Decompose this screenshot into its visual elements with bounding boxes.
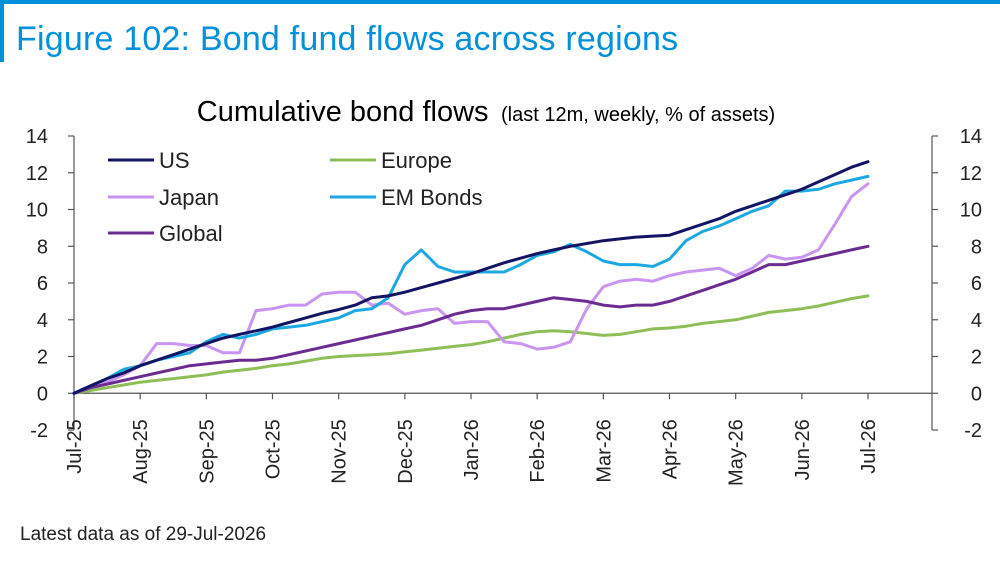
chart-title-main: Cumulative bond flows <box>197 96 489 128</box>
series-line-em-bonds <box>72 174 870 395</box>
figure-title: Figure 102: Bond fund flows across regio… <box>16 20 679 58</box>
x-tick-label: Apr-26 <box>660 419 682 479</box>
y-tick-label-right: 2 <box>971 347 982 369</box>
x-tick-label: May-26 <box>726 419 748 486</box>
y-tick-label-right: 0 <box>971 383 982 405</box>
y-tick-label-right: -2 <box>964 420 982 442</box>
legend-label-us: US <box>159 148 190 173</box>
footnote: Latest data as of 29-Jul-2026 <box>20 524 267 545</box>
series-line-japan <box>72 182 870 395</box>
y-tick-label-left: -2 <box>30 420 48 442</box>
y-tick-label-right: 10 <box>960 200 982 222</box>
chart-subtitle: (last 12m, weekly, % of assets) <box>501 104 775 126</box>
y-tick-label-left: 8 <box>37 236 48 258</box>
series-line-us <box>72 160 870 395</box>
y-tick-label-left: 0 <box>37 383 48 405</box>
legend-label-europe: Europe <box>381 148 452 173</box>
x-tick-label: Jul-26 <box>858 419 880 473</box>
figure-top-rule <box>0 0 1000 4</box>
figure-side-rule <box>0 0 4 62</box>
axes: -2 0 2 4 6 8 10 12 14 -2 0 2 4 6 8 10 12 14 Jul-25 Aug-25 Se… <box>26 126 982 486</box>
legend: US Europe Japan EM Bonds Global <box>108 148 483 246</box>
series-lines <box>72 160 870 395</box>
series-line-europe <box>72 294 870 395</box>
x-tick-label: Dec-25 <box>395 419 417 483</box>
y-tick-label-left: 12 <box>26 163 48 185</box>
chart-title: Cumulative bond flows (last 12m, weekly,… <box>197 96 775 128</box>
y-tick-label-right: 4 <box>971 310 982 332</box>
x-tick-label: Feb-26 <box>527 419 549 482</box>
y-tick-label-left: 2 <box>37 347 48 369</box>
y-tick-label-left: 14 <box>26 126 48 148</box>
x-tick-label: Sep-25 <box>196 419 218 484</box>
x-tick-label: Jun-26 <box>792 419 814 480</box>
y-tick-label-left: 4 <box>37 310 48 332</box>
x-tick-label: Nov-25 <box>329 419 351 483</box>
legend-label-global: Global <box>159 221 223 246</box>
legend-label-japan: Japan <box>159 185 219 210</box>
x-tick-label: Aug-25 <box>130 419 152 484</box>
y-tick-label-right: 8 <box>971 236 982 258</box>
y-tick-label-right: 14 <box>960 126 982 148</box>
y-tick-label-left: 10 <box>26 200 48 222</box>
x-tick-label: Jul-25 <box>64 419 86 473</box>
legend-label-em-bonds: EM Bonds <box>381 185 483 210</box>
y-tick-label-right: 6 <box>971 273 982 295</box>
series-line-global <box>72 244 870 395</box>
x-tick-label: Jan-26 <box>461 419 483 480</box>
x-tick-label: Oct-25 <box>263 419 285 479</box>
x-tick-label: Mar-26 <box>593 419 615 482</box>
y-tick-label-left: 6 <box>37 273 48 295</box>
y-tick-label-right: 12 <box>960 163 982 185</box>
